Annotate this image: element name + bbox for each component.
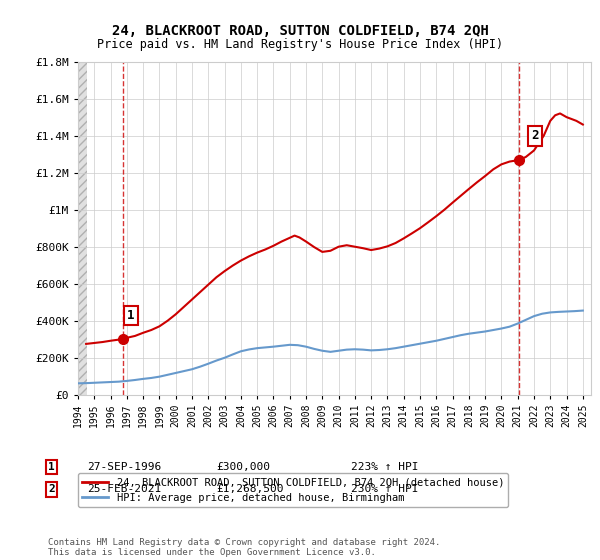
Text: Price paid vs. HM Land Registry's House Price Index (HPI): Price paid vs. HM Land Registry's House … [97,38,503,51]
Text: £300,000: £300,000 [216,462,270,472]
Text: 2: 2 [48,484,55,494]
Text: 24, BLACKROOT ROAD, SUTTON COLDFIELD, B74 2QH: 24, BLACKROOT ROAD, SUTTON COLDFIELD, B7… [112,24,488,38]
Text: 230% ↑ HPI: 230% ↑ HPI [351,484,419,494]
Text: 223% ↑ HPI: 223% ↑ HPI [351,462,419,472]
Text: 1: 1 [127,309,134,321]
Text: 27-SEP-1996: 27-SEP-1996 [87,462,161,472]
Legend: 24, BLACKROOT ROAD, SUTTON COLDFIELD, B74 2QH (detached house), HPI: Average pri: 24, BLACKROOT ROAD, SUTTON COLDFIELD, B7… [78,473,508,507]
Bar [78,62,87,395]
Text: £1,268,500: £1,268,500 [216,484,284,494]
Text: 25-FEB-2021: 25-FEB-2021 [87,484,161,494]
Text: 1: 1 [48,462,55,472]
Text: 2: 2 [532,129,539,142]
Text: Contains HM Land Registry data © Crown copyright and database right 2024.
This d: Contains HM Land Registry data © Crown c… [48,538,440,557]
